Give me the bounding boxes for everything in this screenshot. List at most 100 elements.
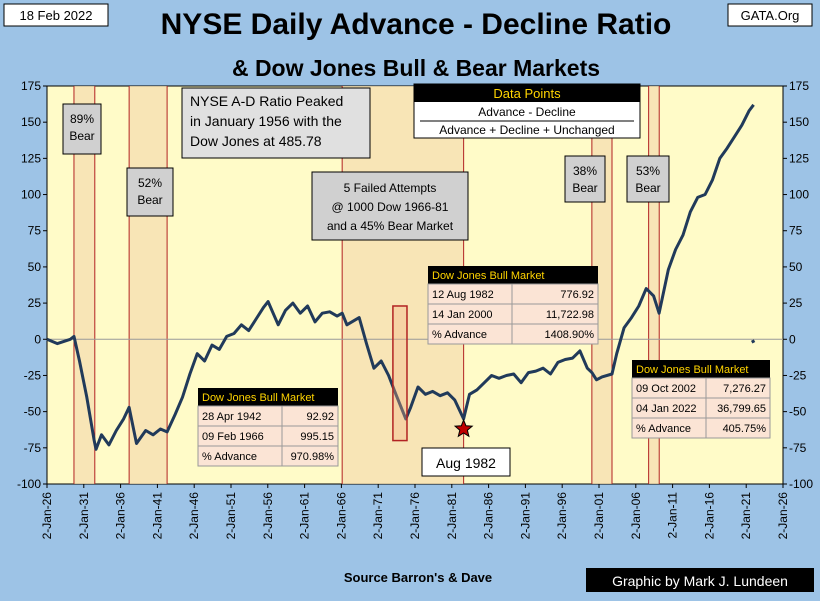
y-tick-label-right: -25 (789, 368, 807, 382)
bear-label: 53% Bear (635, 164, 660, 195)
x-tick-label: 2-Jan-51 (224, 492, 238, 540)
x-tick-label: 2-Jan-86 (482, 492, 496, 540)
y-tick-label: 25 (28, 296, 42, 310)
x-tick-label: 2-Jan-66 (334, 492, 348, 540)
y-tick-label-right: 25 (789, 296, 803, 310)
y-tick-label: 125 (21, 151, 41, 165)
peak-note: NYSE A-D Ratio Peaked in January 1956 wit… (190, 93, 343, 149)
source-box (727, 3, 813, 27)
x-tick-label: 2-Jan-91 (518, 492, 532, 540)
table-label: % Advance (432, 329, 487, 341)
y-tick-label-right: 50 (789, 260, 803, 274)
credit-label: Graphic by Mark J. Lundeen (612, 573, 788, 589)
peak-note-box (181, 87, 371, 159)
source-label: GATA.Org (741, 8, 800, 23)
x-tick-label: 2-Jan-06 (629, 492, 643, 540)
y-tick-label-right: 0 (789, 332, 796, 346)
y-tick-label-right: -75 (789, 441, 807, 455)
aug-1982-label: Aug 1982 (436, 455, 496, 471)
bear-band (648, 86, 660, 484)
y-tick-label: 0 (34, 332, 41, 346)
table-label: 14 Jan 2000 (432, 309, 493, 321)
bear-label: 38% Bear (572, 164, 597, 195)
data-points-title: Data Points (493, 86, 561, 101)
x-tick-label: 2-Jan-81 (445, 492, 459, 540)
y-tick-label-right: -50 (789, 405, 807, 419)
table-cell (511, 323, 599, 345)
date-box (3, 3, 109, 27)
table-label: 04 Jan 2022 (636, 403, 697, 415)
data-points-denominator: Advance + Decline + Unchanged (439, 123, 614, 137)
table-label: 12 Aug 1982 (432, 289, 494, 301)
x-tick-label: 2-Jan-46 (187, 492, 201, 540)
table-label: 09 Oct 2002 (636, 383, 696, 395)
table-cell (705, 417, 771, 439)
table-label: 09 Feb 1966 (202, 431, 264, 443)
y-tick-label-right: 175 (789, 79, 809, 93)
table-header: Dow Jones Bull Market (636, 364, 749, 376)
date-label: 18 Feb 2022 (19, 8, 92, 23)
x-tick-label: 2-Jan-16 (702, 492, 716, 540)
failed-attempts-note: 5 Failed Attempts @ 1000 Dow 1966-81 and a… (327, 181, 454, 233)
y-tick-label-right: -100 (789, 477, 813, 491)
x-tick-label: 2-Jan-76 (408, 492, 422, 540)
failed-attempts-box (311, 171, 469, 241)
credit-box (586, 568, 814, 592)
x-tick-label: 2-Jan-26 (40, 492, 54, 540)
y-tick-label-right: 100 (789, 188, 809, 202)
bear-label-box (626, 155, 670, 203)
x-tick-label: 2-Jan-61 (298, 492, 312, 540)
table-value: 92.92 (306, 411, 334, 423)
x-tick-label: 2-Jan-26 (776, 492, 790, 540)
y-axis-right: -100 -75 -50 -25 0 25 50 75 100 125 150 175 (783, 79, 813, 491)
table-header: Dow Jones Bull Market (202, 392, 315, 404)
y-tick-label: -50 (24, 405, 42, 419)
table-value: 970.98% (291, 451, 335, 463)
y-tick-label: -100 (17, 477, 41, 491)
aug-1982-label-box (421, 447, 511, 477)
table-value: 995.15 (300, 431, 334, 443)
y-tick-label: -25 (24, 368, 42, 382)
table-header-bg (198, 388, 338, 406)
series-layer (46, 103, 756, 451)
table-label: % Advance (202, 451, 257, 463)
bear-label: 89% Bear (69, 112, 94, 143)
chart-title: NYSE Daily Advance - Decline Ratio (161, 8, 672, 41)
source-note: Source Barron's & Dave (344, 570, 492, 585)
bear-band (129, 86, 168, 484)
table-label: 28 Apr 1942 (202, 411, 261, 423)
table-header-bg (428, 266, 598, 284)
x-tick-label: 2-Jan-36 (114, 492, 128, 540)
bear-market-box (392, 305, 408, 442)
table-value: 405.75% (723, 423, 767, 435)
table-label: % Advance (636, 423, 691, 435)
y-tick-label: 75 (28, 224, 42, 238)
series-line (46, 103, 755, 451)
y-tick-label: 150 (21, 115, 41, 129)
bear-band (73, 86, 95, 484)
x-tick-label: 2-Jan-11 (666, 492, 680, 539)
table-value: 1408.90% (544, 329, 594, 341)
chart-subtitle: & Dow Jones Bull & Bear Markets (232, 55, 600, 81)
bear-label-box (62, 103, 102, 155)
data-points-header (414, 84, 640, 102)
table-value: 11,722.98 (546, 309, 594, 321)
x-tick-label: 2-Jan-31 (77, 492, 91, 540)
x-axis: 2-Jan-26 2-Jan-31 2-Jan-36 2-Jan-41 2-Jan-46… (40, 484, 790, 539)
x-tick-label: 2-Jan-01 (592, 492, 606, 540)
table-value: 36,799.65 (717, 403, 766, 415)
x-tick-label: 2-Jan-71 (371, 492, 385, 540)
x-tick-label: 2-Jan-56 (261, 492, 275, 540)
bear-label-box (126, 167, 174, 217)
series-line-recent (750, 339, 756, 344)
y-axis-left: -100 -75 -50 -25 0 25 50 75 100 125 150 175 (17, 79, 47, 491)
bear-label-box (564, 155, 606, 203)
data-points-numerator: Advance - Decline (478, 105, 576, 119)
x-tick-label: 2-Jan-41 (150, 492, 164, 540)
table-header-bg (632, 360, 770, 378)
y-tick-label: 50 (28, 260, 42, 274)
table-header: Dow Jones Bull Market (432, 270, 545, 282)
y-tick-label-right: 125 (789, 151, 809, 165)
table-value: 776.92 (560, 289, 594, 301)
